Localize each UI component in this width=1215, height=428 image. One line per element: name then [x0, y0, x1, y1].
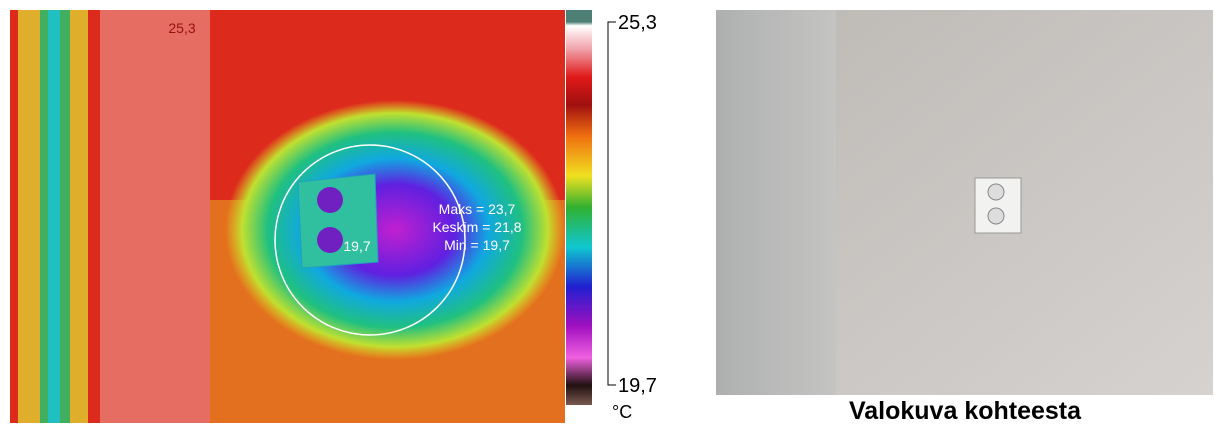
thermal-image: 25,3 19,7 Maks = 23,7 Keskim = 21,8 Min …: [10, 10, 565, 423]
color-scale: 25,3 19,7 °C: [566, 10, 657, 422]
stat-min: Min = 19,7: [444, 237, 510, 253]
measure-circle: [274, 144, 466, 336]
stat-max: Maks = 23,7: [439, 201, 516, 217]
scale-bracket: [607, 21, 616, 386]
hotspot-label: 25,3: [168, 20, 195, 36]
photo-caption: Valokuva kohteesta: [849, 397, 1082, 423]
stat-mean: Keskim = 21,8: [432, 219, 521, 235]
socket-hole: [317, 187, 343, 213]
cold-area: [225, 100, 565, 360]
scale-unit: °C: [612, 402, 632, 422]
coldspot-label: 19,7: [343, 238, 370, 254]
scale-min: 19,7: [618, 375, 657, 397]
color-bar: [566, 10, 592, 405]
scale-max: 25,3: [618, 12, 657, 34]
photo: Valokuva kohteesta: [716, 10, 1213, 425]
photo-socket-hole: [987, 183, 1005, 201]
warm-band: [100, 10, 210, 423]
socket-hole: [317, 227, 343, 253]
photo-socket-hole: [987, 207, 1005, 225]
wall-left: [716, 10, 836, 395]
stud-core: [48, 10, 60, 423]
